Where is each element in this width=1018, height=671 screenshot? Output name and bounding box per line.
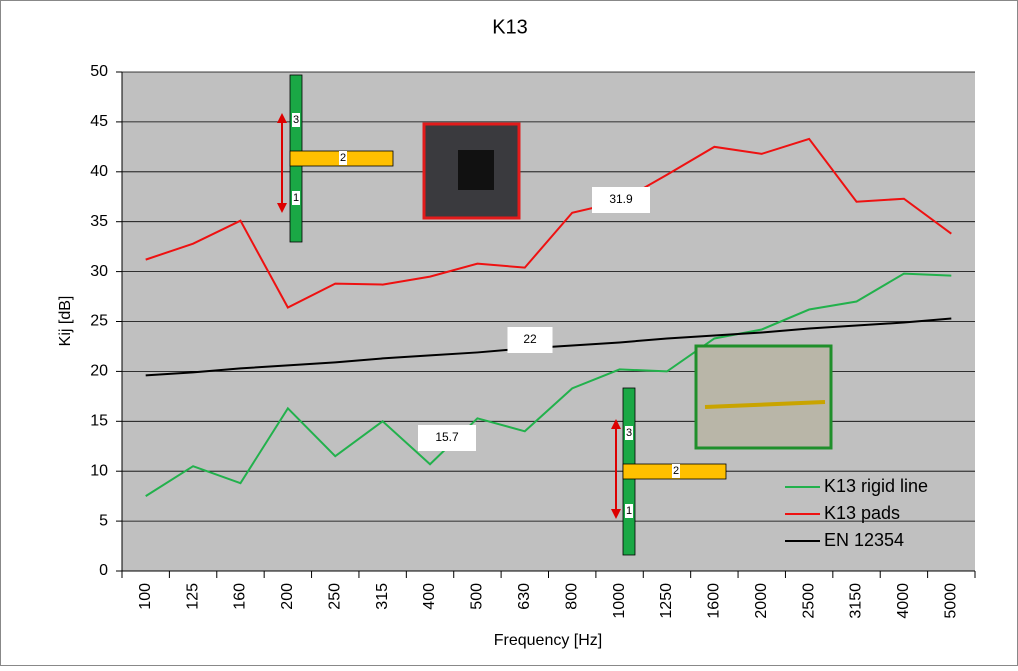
- junction-label: 3: [626, 427, 632, 439]
- annotation: 22: [523, 332, 537, 346]
- y-tick-label: 20: [90, 363, 108, 380]
- junction-label-bg: [672, 464, 680, 478]
- x-tick-label: 3150: [848, 583, 865, 619]
- y-tick-label: 10: [90, 462, 108, 479]
- x-tick-label: 125: [184, 583, 201, 610]
- x-tick-label: 1600: [706, 583, 723, 619]
- x-tick-label: 100: [137, 583, 154, 610]
- legend-label: K13 pads: [824, 503, 900, 523]
- y-tick-label: 45: [90, 113, 108, 130]
- x-axis-label: Frequency [Hz]: [494, 632, 602, 649]
- x-tick-label: 1250: [658, 583, 675, 619]
- y-tick-label: 40: [90, 163, 108, 180]
- arrow-head: [611, 419, 621, 429]
- y-axis-label: Kij [dB]: [57, 296, 74, 347]
- junction-label-bg: [339, 151, 347, 165]
- x-tick-label: 4000: [895, 583, 912, 619]
- series-line: [145, 137, 952, 309]
- x-tick-label: 500: [469, 583, 486, 610]
- legend-label: K13 rigid line: [824, 476, 928, 496]
- y-tick-label: 5: [99, 512, 108, 529]
- junction-label: 1: [626, 505, 632, 517]
- x-tick-label: 200: [279, 583, 296, 610]
- photo-detail: [458, 150, 494, 190]
- x-tick-label: 250: [326, 583, 343, 610]
- junction-label: 2: [340, 152, 346, 164]
- junction-label: 3: [293, 114, 299, 126]
- x-tick-label: 1000: [611, 583, 628, 619]
- junction-label-bg: [292, 191, 300, 205]
- annotation-box: [418, 425, 476, 451]
- junction-label-bg: [292, 113, 300, 127]
- annotation-box: [592, 187, 650, 213]
- y-tick-label: 30: [90, 263, 108, 280]
- x-tick-label: 630: [516, 583, 533, 610]
- y-tick-label: 0: [99, 562, 108, 579]
- junction-label-bg: [625, 426, 633, 440]
- chart-title: K13: [492, 16, 528, 38]
- arrow-head: [277, 203, 287, 213]
- junction-label: 2: [673, 465, 679, 477]
- y-tick-label: 15: [90, 413, 108, 430]
- annotation: 15.7: [435, 430, 459, 444]
- series-line: [145, 272, 952, 497]
- x-tick-label: 2000: [753, 583, 770, 619]
- junction-label-bg: [625, 504, 633, 518]
- x-tick-label: 400: [421, 583, 438, 610]
- y-tick-label: 50: [90, 63, 108, 80]
- annotation: 31.9: [609, 192, 633, 206]
- y-tick-label: 35: [90, 213, 108, 230]
- photo: [694, 344, 833, 450]
- annotation-box: [507, 327, 553, 353]
- legend-label: EN 12354: [824, 530, 904, 550]
- x-tick-label: 5000: [943, 583, 960, 619]
- x-tick-label: 2500: [800, 583, 817, 619]
- x-tick-label: 800: [563, 583, 580, 610]
- arrow-head: [277, 113, 287, 123]
- x-tick-label: 315: [374, 583, 391, 610]
- y-tick-label: 25: [90, 313, 108, 330]
- arrow-head: [611, 509, 621, 519]
- photo-detail: [704, 400, 826, 409]
- x-tick-label: 160: [232, 583, 249, 610]
- junction-label: 1: [293, 192, 299, 204]
